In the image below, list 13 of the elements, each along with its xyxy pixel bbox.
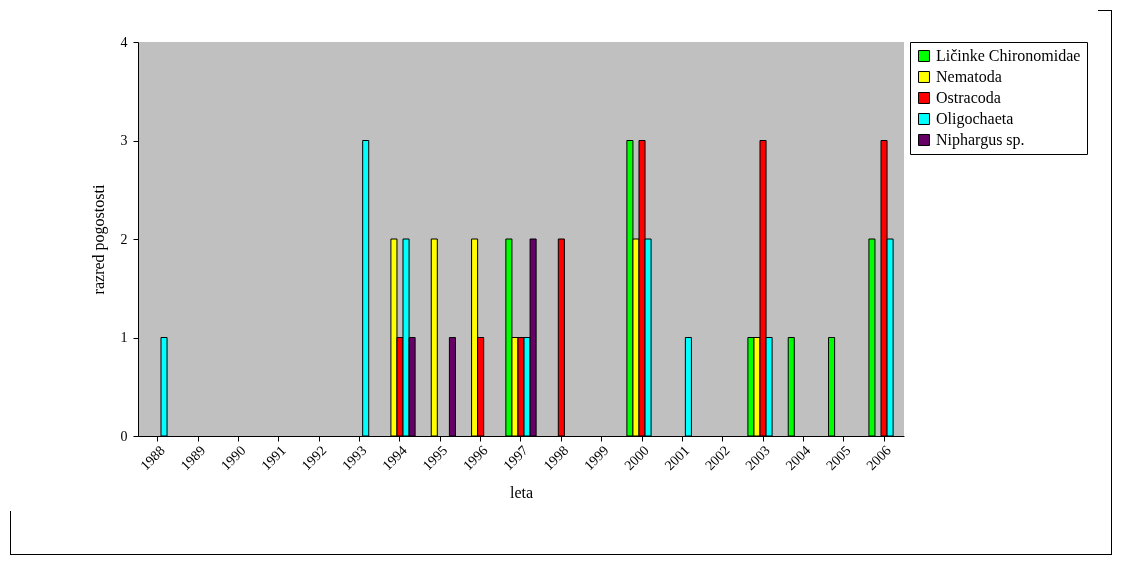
legend-label: Ostracoda [936, 89, 1001, 106]
x-axis-title: leta [509, 484, 534, 502]
legend-label: Nematoda [936, 68, 1002, 85]
x-tick-label: 1991 [258, 442, 289, 474]
y-tick-label: 3 [120, 133, 128, 148]
legend-label: Oligochaeta [936, 110, 1014, 128]
y-tick-label: 2 [120, 231, 128, 247]
y-axis-title: razred pogostosti [89, 184, 108, 295]
legend-label: Niphargus sp. [936, 131, 1025, 149]
legend-label: Ličinke Chironomidae [936, 47, 1081, 64]
y-tick-label: 4 [120, 34, 128, 50]
y-tick-label: 1 [120, 330, 128, 345]
y-tick-label: 0 [120, 428, 128, 444]
